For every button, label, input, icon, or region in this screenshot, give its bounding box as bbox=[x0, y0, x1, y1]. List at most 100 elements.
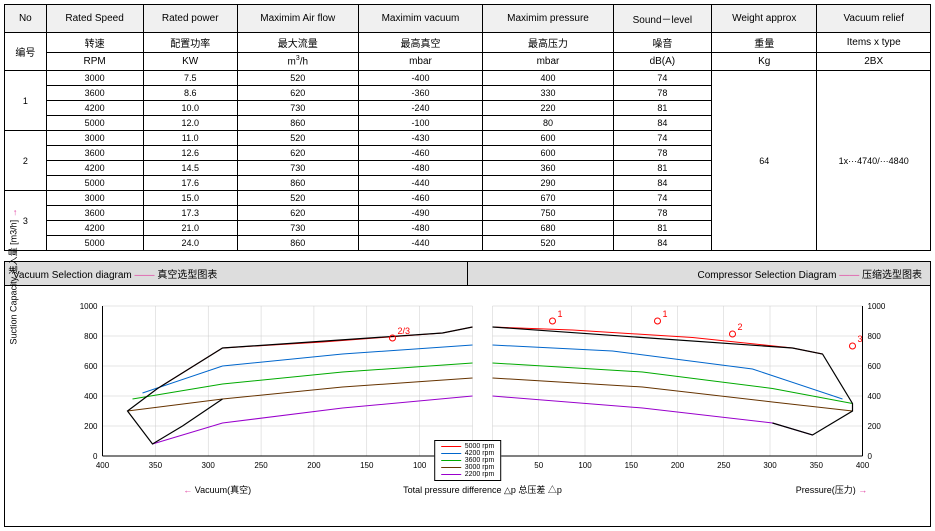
cell: 17.6 bbox=[143, 176, 237, 191]
cell: 330 bbox=[483, 86, 613, 101]
legend-item: 3000 rpm bbox=[441, 464, 495, 471]
cell: 78 bbox=[613, 86, 711, 101]
x-label-pressure: Pressure(压力) → bbox=[796, 483, 868, 496]
cell: -480 bbox=[358, 161, 483, 176]
svg-text:250: 250 bbox=[717, 461, 731, 470]
cell: 730 bbox=[237, 221, 358, 236]
table-row: 130007.5520-40040074641x···4740/···4840 bbox=[5, 71, 931, 86]
cell: -240 bbox=[358, 101, 483, 116]
y-axis-label: Suction Capacity 進入量 [m3/h] → bbox=[7, 208, 20, 344]
svg-text:1000: 1000 bbox=[868, 302, 886, 311]
cell: 620 bbox=[237, 86, 358, 101]
chart-header-left: Vacuum Selection diagram —— 真空选型图表 bbox=[5, 262, 468, 285]
svg-text:2: 2 bbox=[738, 322, 743, 332]
cell: 860 bbox=[237, 236, 358, 251]
s2-pressure: mbar bbox=[483, 53, 613, 71]
svg-text:1: 1 bbox=[558, 309, 563, 319]
cell: -400 bbox=[358, 71, 483, 86]
cell: 84 bbox=[613, 176, 711, 191]
cell: 12.6 bbox=[143, 146, 237, 161]
cell: 84 bbox=[613, 116, 711, 131]
cell: 3000 bbox=[46, 191, 143, 206]
cell: 80 bbox=[483, 116, 613, 131]
group-no: 2 bbox=[5, 131, 47, 191]
svg-text:300: 300 bbox=[763, 461, 777, 470]
svg-text:50: 50 bbox=[534, 461, 543, 470]
s1-vacuum: 最高真空 bbox=[358, 33, 483, 53]
legend-item: 5000 rpm bbox=[441, 443, 495, 450]
cell: 78 bbox=[613, 146, 711, 161]
svg-text:400: 400 bbox=[84, 392, 98, 401]
cell: 750 bbox=[483, 206, 613, 221]
cell: 520 bbox=[237, 131, 358, 146]
cell: 5000 bbox=[46, 116, 143, 131]
cell: 81 bbox=[613, 161, 711, 176]
cell: 520 bbox=[237, 71, 358, 86]
cell: 290 bbox=[483, 176, 613, 191]
s2-weight: Kg bbox=[712, 53, 817, 71]
cell: 81 bbox=[613, 101, 711, 116]
cell: 730 bbox=[237, 101, 358, 116]
cell: 520 bbox=[483, 236, 613, 251]
svg-text:0: 0 bbox=[868, 452, 873, 461]
s1-pressure: 最高压力 bbox=[483, 33, 613, 53]
cell: 680 bbox=[483, 221, 613, 236]
s1-sound: 噪音 bbox=[613, 33, 711, 53]
cell: 4200 bbox=[46, 101, 143, 116]
s2-speed: RPM bbox=[46, 53, 143, 71]
legend-item: 4200 rpm bbox=[441, 450, 495, 457]
h-weight: Weight approx bbox=[712, 5, 817, 33]
cell: -460 bbox=[358, 146, 483, 161]
cell: 78 bbox=[613, 206, 711, 221]
cell: 4200 bbox=[46, 221, 143, 236]
cell: 12.0 bbox=[143, 116, 237, 131]
cell: -460 bbox=[358, 191, 483, 206]
cell: 7.5 bbox=[143, 71, 237, 86]
cell: 670 bbox=[483, 191, 613, 206]
s2-relief: 2BX bbox=[817, 53, 931, 71]
h-relief: Vacuum relief bbox=[817, 5, 931, 33]
h-pressure: Maximim pressure bbox=[483, 5, 613, 33]
h-power: Rated power bbox=[143, 5, 237, 33]
svg-text:100: 100 bbox=[413, 461, 427, 470]
s2-power: KW bbox=[143, 53, 237, 71]
s1-power: 配置功率 bbox=[143, 33, 237, 53]
chart-container: Vacuum Selection diagram —— 真空选型图表 Compr… bbox=[4, 261, 931, 527]
s1-weight: 重量 bbox=[712, 33, 817, 53]
legend: 5000 rpm4200 rpm3600 rpm3000 rpm2200 rpm bbox=[434, 440, 502, 481]
svg-text:350: 350 bbox=[810, 461, 824, 470]
x-label-center: Total pressure difference △p 总压差 △p bbox=[403, 483, 562, 496]
cell: 400 bbox=[483, 71, 613, 86]
cell: 74 bbox=[613, 131, 711, 146]
cell: 24.0 bbox=[143, 236, 237, 251]
cell: 17.3 bbox=[143, 206, 237, 221]
cell: 860 bbox=[237, 116, 358, 131]
cell: 220 bbox=[483, 101, 613, 116]
cell: 5000 bbox=[46, 236, 143, 251]
cell: 81 bbox=[613, 221, 711, 236]
cell: -440 bbox=[358, 176, 483, 191]
cell: 74 bbox=[613, 71, 711, 86]
legend-item: 2200 rpm bbox=[441, 471, 495, 478]
cell: 4200 bbox=[46, 161, 143, 176]
cell: -480 bbox=[358, 221, 483, 236]
h-airflow: Maximim Air flow bbox=[237, 5, 358, 33]
cell: 3000 bbox=[46, 71, 143, 86]
svg-text:400: 400 bbox=[856, 461, 870, 470]
cell: 3600 bbox=[46, 206, 143, 221]
svg-text:200: 200 bbox=[671, 461, 685, 470]
cell: -360 bbox=[358, 86, 483, 101]
cell: 3000 bbox=[46, 131, 143, 146]
cell: 5000 bbox=[46, 176, 143, 191]
cell: 8.6 bbox=[143, 86, 237, 101]
chart-header: Vacuum Selection diagram —— 真空选型图表 Compr… bbox=[5, 262, 930, 286]
svg-text:200: 200 bbox=[84, 422, 98, 431]
h-no: No bbox=[5, 5, 47, 33]
cell: 860 bbox=[237, 176, 358, 191]
cell: 14.5 bbox=[143, 161, 237, 176]
cell: 74 bbox=[613, 191, 711, 206]
svg-text:100: 100 bbox=[578, 461, 592, 470]
svg-text:400: 400 bbox=[868, 392, 882, 401]
s1-airflow: 最大流量 bbox=[237, 33, 358, 53]
cell: 620 bbox=[237, 206, 358, 221]
